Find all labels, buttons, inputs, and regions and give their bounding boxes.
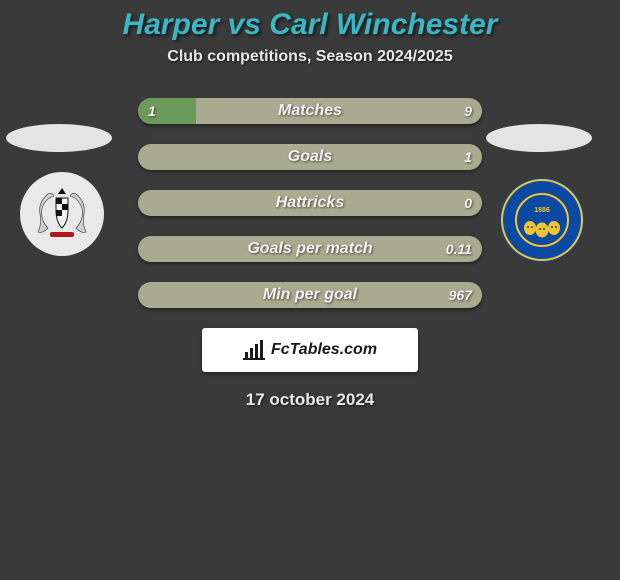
brand-box[interactable]: FcTables.com bbox=[202, 328, 418, 372]
stat-label: Goals bbox=[138, 144, 482, 170]
club-badge-left bbox=[20, 172, 104, 256]
brand-text: FcTables.com bbox=[271, 341, 377, 359]
comparison-subtitle: Club competitions, Season 2024/2025 bbox=[0, 48, 620, 66]
stats-bars: 1Matches9Goals1Hattricks0Goals per match… bbox=[138, 98, 482, 308]
stat-bar: Goals1 bbox=[138, 144, 482, 170]
comparison-date: 17 october 2024 bbox=[0, 390, 620, 410]
stat-bar: Goals per match0.11 bbox=[138, 236, 482, 262]
stat-bar: 1Matches9 bbox=[138, 98, 482, 124]
player-photo-placeholder-left bbox=[6, 124, 112, 152]
stat-bar: Min per goal967 bbox=[138, 282, 482, 308]
stat-value-right: 9 bbox=[464, 98, 472, 124]
stat-value-right: 0.11 bbox=[446, 236, 472, 262]
svg-text:1886: 1886 bbox=[534, 207, 550, 214]
player-photo-placeholder-right bbox=[486, 124, 592, 152]
stat-label: Matches bbox=[138, 98, 482, 124]
comparison-title: Harper vs Carl Winchester bbox=[0, 0, 620, 42]
club-badge-right: 1886 bbox=[500, 178, 584, 262]
heraldic-crest-icon bbox=[28, 180, 96, 248]
stat-value-right: 967 bbox=[449, 282, 472, 308]
stat-label: Goals per match bbox=[138, 236, 482, 262]
stat-label: Min per goal bbox=[138, 282, 482, 308]
stat-value-right: 1 bbox=[464, 144, 472, 170]
bar-chart-icon bbox=[243, 340, 265, 360]
stat-bar: Hattricks0 bbox=[138, 190, 482, 216]
stat-value-right: 0 bbox=[464, 190, 472, 216]
shrewsbury-badge-icon: 1886 bbox=[500, 178, 584, 262]
stat-label: Hattricks bbox=[138, 190, 482, 216]
